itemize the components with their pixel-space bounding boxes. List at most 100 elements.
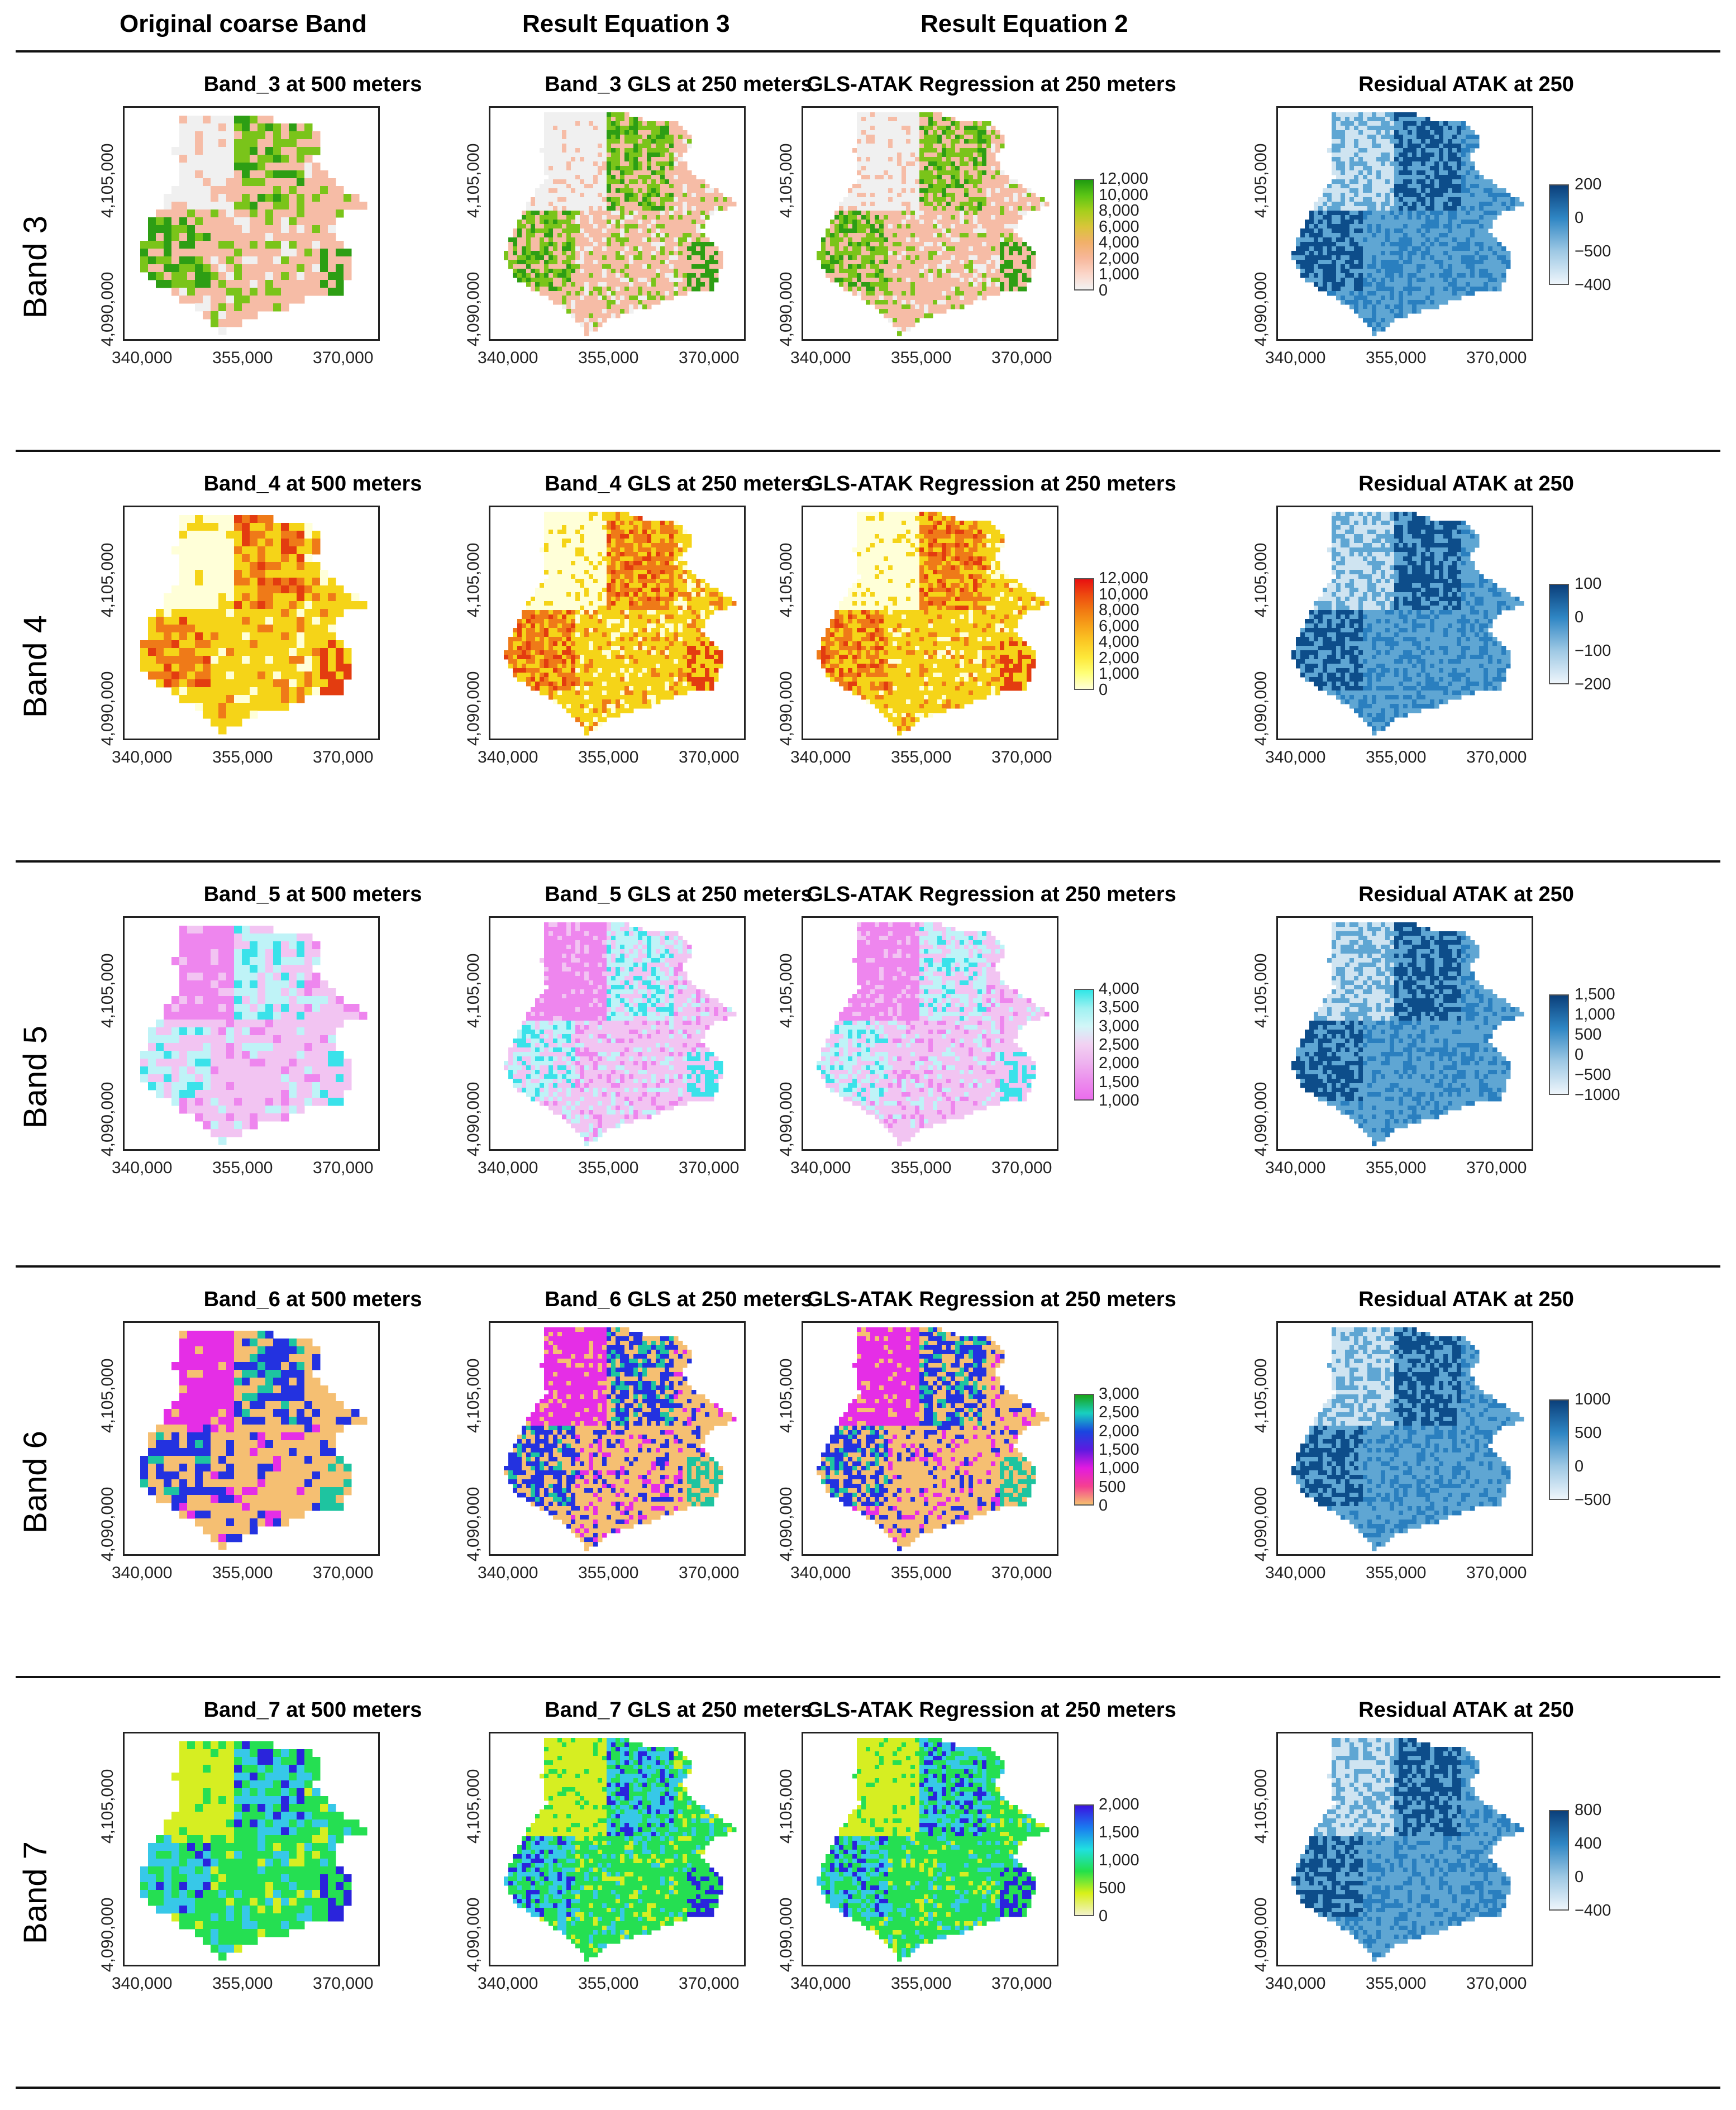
map-cell [281,217,289,226]
map-cell [848,197,853,202]
map-cell [1399,202,1404,207]
map-cell [642,202,647,207]
map-cell [946,246,951,251]
map-cell [1381,193,1386,198]
map-cell [607,153,612,158]
map-cell [1376,202,1381,207]
map-cell [1394,175,1399,180]
map-cell [549,135,554,140]
map-cell [924,193,929,198]
map-cell [1412,175,1417,180]
map-cell [616,148,621,153]
map-cell [553,153,558,158]
map-cell [866,121,871,126]
map-cell [257,186,266,194]
map-cell [257,217,266,226]
map-cell [1336,184,1341,189]
map-cell [620,197,625,202]
map-cell [616,282,621,287]
map-cell [1358,153,1363,158]
map-cell [674,220,679,225]
map-cell [866,135,871,140]
map-cell [1013,278,1018,283]
map-cell [647,296,652,301]
map-cell [1390,215,1395,220]
map-cell [1341,130,1346,135]
map-cell [195,147,203,155]
map-cell [344,202,352,210]
map-cell [571,237,576,242]
map-cell [937,166,942,171]
map-cell [226,233,235,241]
x-tick-label: 370,000 [991,349,1052,368]
map-cell [566,251,571,256]
map-cell [522,224,527,229]
map-cell [218,280,227,288]
map-cell [517,264,522,269]
map-cell [203,155,211,163]
map-cell [1376,287,1381,292]
map-cell [553,264,558,269]
map-cell [991,291,996,296]
map-cell [226,256,235,265]
map-cell [861,117,866,122]
map-cell [289,163,297,171]
map-cell [1399,126,1404,131]
map-cell [281,163,289,171]
map-cell [336,288,344,296]
map-cell [562,121,567,126]
map-cell [580,161,585,166]
map-cell [1027,264,1032,269]
map-cell [584,157,589,162]
map-cell [879,251,884,256]
map-cell [902,206,907,211]
map-cell [830,273,835,278]
map-cell [906,170,911,175]
map-cell [265,155,274,163]
map-cell [839,269,844,274]
map-cell [1358,202,1363,207]
map-cell [1385,197,1390,202]
map-cell [1367,246,1372,251]
map-cell [1323,233,1328,238]
map-cell [598,300,603,305]
map-cell [562,179,567,184]
map-cell [1390,251,1395,256]
map-cell [602,157,607,162]
map-cell [674,170,679,175]
map-cell [1376,251,1381,256]
map-cell [879,282,884,287]
map-cell [977,130,983,135]
map-cell [250,280,258,288]
map-cell [164,217,172,226]
map-cell [336,249,344,257]
map-cell [575,135,580,140]
map-cell [289,170,297,179]
map-cell [946,139,951,144]
map-cell [977,206,983,211]
map-cell [893,282,898,287]
map-cell [669,188,674,193]
map-cell [211,280,219,288]
map-cell [1403,211,1408,216]
map-cell [986,175,991,180]
map-cell [187,280,195,288]
map-cell [624,273,629,278]
map-cell [242,241,250,249]
map-cell [946,148,951,153]
map-cell [171,202,180,210]
map-cell [861,233,866,238]
map-cell [589,126,594,131]
map-cell [893,287,898,292]
map-cell [937,148,942,153]
map-cell [946,269,951,274]
map-cell [638,188,643,193]
map-cell [616,121,621,126]
map-cell [566,296,571,301]
map-cell [647,215,652,220]
map-cell [1009,264,1014,269]
map-cell [964,153,969,158]
map-cell [234,241,242,249]
map-cell [924,287,929,292]
map-cell [700,237,705,242]
